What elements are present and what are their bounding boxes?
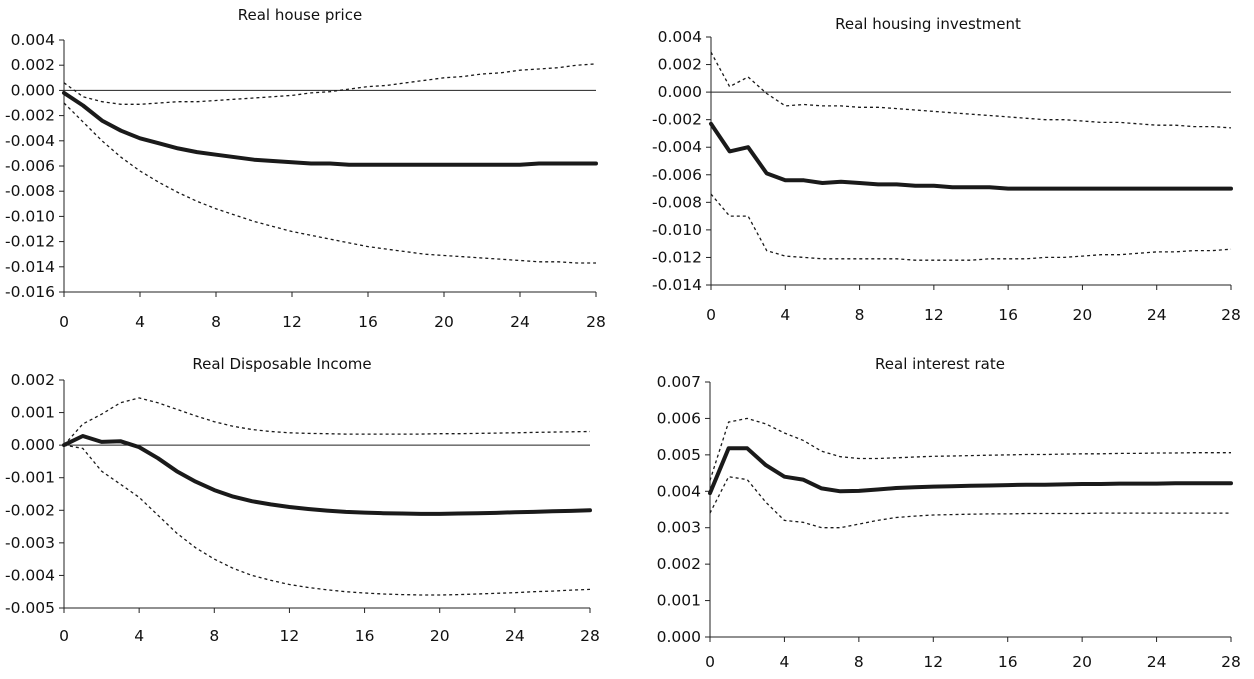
x-tick-label: 0 bbox=[59, 313, 69, 331]
y-tick-label: -0.008 bbox=[652, 193, 702, 211]
upper-band-line bbox=[63, 397, 591, 446]
y-tick-label: -0.002 bbox=[652, 111, 702, 129]
y-tick-label: 0.006 bbox=[657, 409, 701, 427]
chart-title: Real Disposable Income bbox=[192, 355, 371, 373]
y-tick-label: -0.016 bbox=[5, 283, 55, 301]
y-tick-label: -0.008 bbox=[5, 182, 55, 200]
x-tick-label: 24 bbox=[1147, 653, 1167, 671]
y-tick-label: -0.012 bbox=[5, 233, 55, 251]
x-tick-label: 28 bbox=[586, 313, 606, 331]
y-tick-label: 0.004 bbox=[11, 31, 55, 49]
y-tick-label: -0.012 bbox=[652, 248, 702, 266]
y-tick-label: -0.002 bbox=[5, 501, 55, 519]
x-tick-label: 12 bbox=[924, 306, 944, 324]
response-line bbox=[709, 121, 1233, 191]
chart-panel-2: Real housing investment 0.004 0.002 0.000 -0… bbox=[652, 15, 1241, 324]
chart-title: Real housing investment bbox=[835, 15, 1021, 33]
y-tick-label: -0.002 bbox=[5, 107, 55, 125]
x-tick-label: 20 bbox=[434, 313, 454, 331]
y-tick-label: -0.004 bbox=[652, 138, 702, 156]
chart-title: Real house price bbox=[238, 6, 362, 24]
y-tick-label: 0.000 bbox=[657, 628, 701, 646]
x-tick-label: 4 bbox=[134, 627, 144, 645]
lower-band-line bbox=[709, 475, 1231, 529]
y-tick-label: 0.002 bbox=[11, 371, 55, 389]
x-tick-label: 12 bbox=[282, 313, 302, 331]
y-tick-label: -0.003 bbox=[5, 534, 55, 552]
x-tick-label: 8 bbox=[855, 306, 865, 324]
y-tick-label: 0.002 bbox=[658, 56, 702, 74]
y-tick-label: 0.005 bbox=[657, 446, 701, 464]
chart-panel-1: Real house price 0.004 0.002 0.000 -0.002 -0.… bbox=[5, 6, 606, 331]
x-tick-label: 20 bbox=[1072, 653, 1092, 671]
y-tick-label: 0.004 bbox=[658, 28, 702, 46]
chart-panel-4: Real interest rate 0.007 0.006 0.005 0.004 0.… bbox=[657, 355, 1241, 671]
y-tick-label: 0.000 bbox=[11, 81, 55, 99]
x-tick-label: 8 bbox=[209, 627, 219, 645]
y-tick-label: 0.001 bbox=[11, 404, 55, 422]
x-tick-label: 24 bbox=[505, 627, 525, 645]
response-line bbox=[708, 446, 1233, 496]
y-tick-label: -0.014 bbox=[5, 258, 55, 276]
y-tick-label: 0.001 bbox=[657, 592, 701, 610]
x-tick-label: 20 bbox=[430, 627, 450, 645]
upper-band-line bbox=[710, 51, 1232, 129]
y-tick-label: -0.005 bbox=[5, 599, 55, 617]
x-tick-label: 8 bbox=[211, 313, 221, 331]
lower-band-line bbox=[710, 193, 1232, 261]
lower-band-line bbox=[63, 102, 596, 264]
x-tick-label: 4 bbox=[780, 306, 790, 324]
y-tick-label: -0.006 bbox=[5, 157, 55, 175]
y-tick-label: -0.010 bbox=[652, 221, 702, 239]
y-tick-label: 0.000 bbox=[658, 83, 702, 101]
x-tick-label: 16 bbox=[355, 627, 375, 645]
x-tick-label: 16 bbox=[998, 306, 1018, 324]
x-tick-label: 24 bbox=[510, 313, 530, 331]
lower-band-line bbox=[63, 444, 591, 596]
x-tick-label: 28 bbox=[1221, 653, 1241, 671]
y-tick-label: 0.002 bbox=[11, 56, 55, 74]
x-tick-label: 0 bbox=[705, 653, 715, 671]
y-tick-label: -0.004 bbox=[5, 132, 55, 150]
x-tick-label: 8 bbox=[854, 653, 864, 671]
upper-band-line bbox=[63, 63, 597, 105]
x-tick-label: 28 bbox=[1221, 306, 1241, 324]
x-tick-label: 4 bbox=[135, 313, 145, 331]
response-line bbox=[62, 90, 598, 167]
x-tick-label: 20 bbox=[1073, 306, 1093, 324]
response-line bbox=[62, 434, 592, 516]
y-tick-label: -0.001 bbox=[5, 469, 55, 487]
y-tick-label: 0.007 bbox=[657, 373, 701, 391]
chart-panel-3: Real Disposable Income 0.002 0.001 0.000 -0.… bbox=[5, 355, 600, 645]
y-tick-label: 0.000 bbox=[11, 436, 55, 454]
x-tick-label: 16 bbox=[358, 313, 378, 331]
upper-band-line bbox=[709, 417, 1231, 481]
x-tick-label: 24 bbox=[1147, 306, 1167, 324]
x-tick-label: 12 bbox=[280, 627, 300, 645]
x-tick-label: 4 bbox=[779, 653, 789, 671]
y-tick-label: -0.006 bbox=[652, 166, 702, 184]
y-tick-label: -0.014 bbox=[652, 276, 702, 294]
x-tick-label: 0 bbox=[706, 306, 716, 324]
x-tick-label: 12 bbox=[923, 653, 943, 671]
y-tick-label: 0.003 bbox=[657, 519, 701, 537]
x-tick-label: 0 bbox=[59, 627, 69, 645]
y-tick-label: -0.010 bbox=[5, 207, 55, 225]
x-tick-label: 16 bbox=[998, 653, 1018, 671]
x-tick-label: 28 bbox=[580, 627, 600, 645]
chart-title: Real interest rate bbox=[875, 355, 1005, 373]
y-tick-label: 0.002 bbox=[657, 555, 701, 573]
y-tick-label: -0.004 bbox=[5, 566, 55, 584]
y-tick-label: 0.004 bbox=[657, 482, 701, 500]
